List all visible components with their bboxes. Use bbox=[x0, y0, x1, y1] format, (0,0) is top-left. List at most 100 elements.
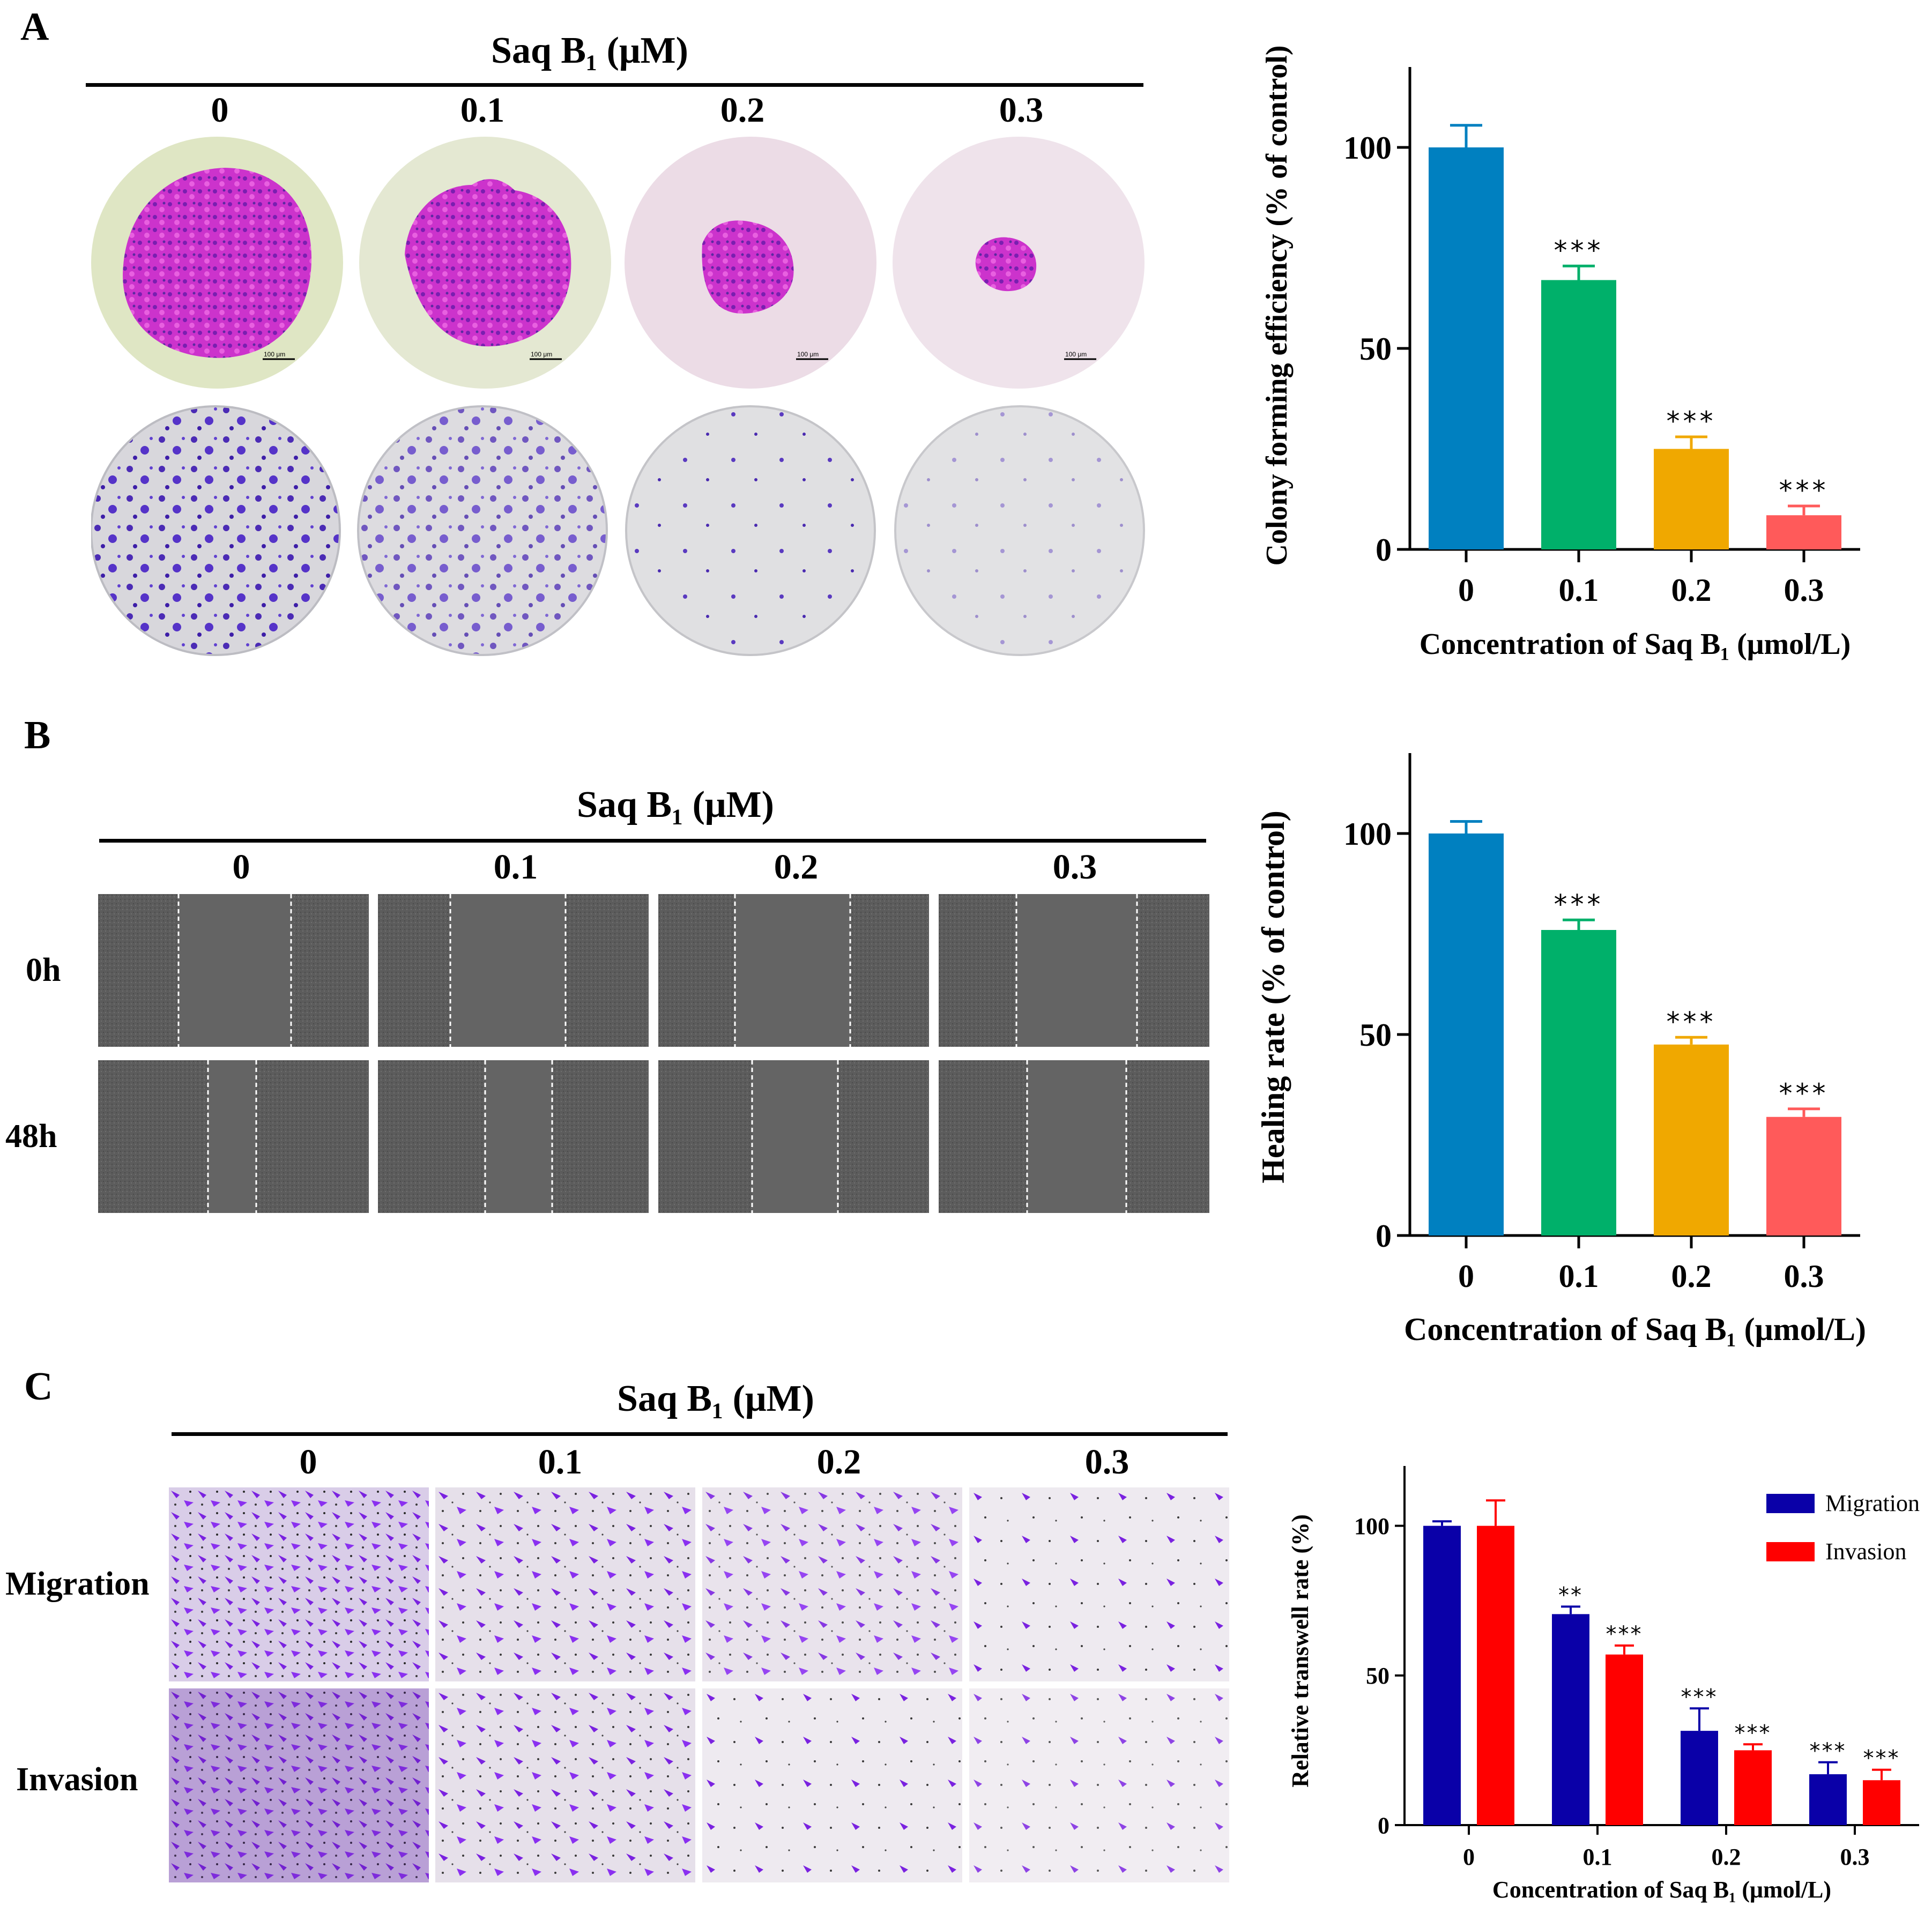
bar bbox=[1863, 1780, 1900, 1825]
plate-0 bbox=[91, 405, 341, 656]
significance-mark: ** bbox=[1558, 1583, 1583, 1607]
bar bbox=[1809, 1774, 1847, 1825]
legend-swatch bbox=[1766, 1542, 1815, 1561]
panel-c-title: Saq B₁ (μM) bbox=[617, 1378, 814, 1419]
transwell-invasion-0 bbox=[169, 1688, 429, 1882]
colony-plates bbox=[91, 405, 1145, 656]
significance-mark: *** bbox=[1554, 889, 1604, 920]
wound-48h-1 bbox=[378, 1060, 649, 1213]
y-axis-label: Colony forming efficiency (% of control) bbox=[1260, 46, 1294, 566]
scale-bar-text: 100 μm bbox=[1065, 351, 1087, 358]
transwell-invasion-2 bbox=[702, 1688, 962, 1882]
row-label-0h: 0h bbox=[26, 952, 61, 988]
significance-mark: *** bbox=[1779, 1078, 1829, 1109]
panel-c-conc-3: 0.3 bbox=[1084, 1442, 1130, 1482]
significance-mark: *** bbox=[1863, 1746, 1900, 1771]
x-axis-label: Concentration of Saq B₁ (μmol/L) bbox=[1404, 1312, 1866, 1347]
panel-a-rule bbox=[86, 83, 1143, 87]
significance-mark: *** bbox=[1779, 475, 1829, 506]
plate-01 bbox=[357, 405, 608, 656]
significance-mark: *** bbox=[1667, 406, 1716, 437]
bar bbox=[1766, 515, 1841, 549]
scale-bar-text: 100 μm bbox=[797, 351, 819, 358]
wound-healing-images bbox=[98, 894, 1209, 1213]
panel-a-conc-1: 0.1 bbox=[460, 91, 505, 130]
colony-micrographs: 100 μm 100 μm 100 μm 100 μm bbox=[91, 137, 1145, 389]
panel-b-rule bbox=[99, 839, 1206, 843]
transwell-invasion-3 bbox=[969, 1688, 1229, 1882]
panel-b-conc-3: 0.3 bbox=[1052, 847, 1097, 887]
panel-c-conc-1: 0.1 bbox=[538, 1442, 583, 1482]
x-tick-label: 0.3 bbox=[1784, 1259, 1824, 1294]
panel-letter-a: A bbox=[20, 5, 49, 49]
panel-a-title: Saq B₁ (μM) bbox=[491, 30, 688, 71]
bar bbox=[1766, 1116, 1841, 1235]
panel-b-conc-1: 0.1 bbox=[493, 847, 538, 887]
x-axis-label: Concentration of Saq B₁ (μmol/L) bbox=[1492, 1877, 1831, 1903]
transwell-images bbox=[169, 1487, 1229, 1882]
chart-colony-efficiency: 0 50 100 0 0.1 *** 0.2 *** 0.3 *** Concentration o… bbox=[1260, 46, 1860, 661]
y-axis-label: Healing rate (% of control) bbox=[1255, 810, 1291, 1183]
bar bbox=[1606, 1654, 1643, 1825]
x-tick-label: 0 bbox=[1458, 572, 1474, 608]
x-tick-label: 0.3 bbox=[1840, 1844, 1870, 1870]
bar bbox=[1552, 1614, 1589, 1825]
panel-letter-c: C bbox=[24, 1365, 53, 1409]
panel-a-conc-0: 0 bbox=[211, 91, 229, 130]
x-axis-label: Concentration of Saq B₁ (μmol/L) bbox=[1420, 628, 1851, 661]
scale-bar-text: 100 μm bbox=[531, 351, 552, 358]
wound-48h-2 bbox=[658, 1060, 929, 1213]
bar bbox=[1477, 1525, 1514, 1825]
significance-mark: *** bbox=[1606, 1622, 1643, 1647]
transwell-migration-2 bbox=[702, 1487, 962, 1681]
x-tick-label: 0.3 bbox=[1784, 572, 1824, 608]
y-tick-label: 0 bbox=[1376, 1218, 1392, 1254]
y-tick-label: 100 bbox=[1343, 130, 1392, 166]
micrograph-0: 100 μm bbox=[91, 137, 343, 389]
transwell-migration-0 bbox=[169, 1487, 429, 1681]
row-label-invasion: Invasion bbox=[16, 1761, 138, 1798]
panel-letter-b: B bbox=[24, 713, 51, 757]
plate-03 bbox=[894, 405, 1145, 656]
panel-c-rule bbox=[172, 1432, 1228, 1436]
panel-b-title: Saq B₁ (μM) bbox=[577, 784, 774, 825]
significance-mark: *** bbox=[1735, 1721, 1772, 1745]
wound-48h-0 bbox=[98, 1060, 369, 1213]
x-tick-label: 0.1 bbox=[1559, 1259, 1599, 1294]
x-tick-label: 0.2 bbox=[1671, 572, 1712, 608]
y-axis-label: Relative transwell rate (%) bbox=[1287, 1514, 1313, 1787]
panel-a-conc-2: 0.2 bbox=[720, 91, 765, 130]
micrograph-03: 100 μm bbox=[893, 137, 1145, 389]
wound-0h-1 bbox=[378, 894, 649, 1047]
bar bbox=[1654, 449, 1729, 549]
panel-c-conc-2: 0.2 bbox=[816, 1442, 861, 1482]
significance-mark: *** bbox=[1667, 1006, 1716, 1037]
micrograph-02: 100 μm bbox=[625, 137, 876, 389]
x-tick-label: 0.2 bbox=[1712, 1844, 1741, 1870]
y-tick-label: 0 bbox=[1378, 1812, 1389, 1838]
row-label-migration: Migration bbox=[5, 1566, 150, 1602]
y-tick-label: 50 bbox=[1359, 1017, 1392, 1053]
scale-bar-text: 100 μm bbox=[264, 351, 285, 358]
bar bbox=[1429, 147, 1504, 549]
wound-0h-0 bbox=[98, 894, 369, 1047]
plate-02 bbox=[625, 405, 876, 656]
y-tick-label: 50 bbox=[1359, 331, 1392, 367]
micrograph-01: 100 μm bbox=[359, 137, 611, 389]
x-tick-label: 0.1 bbox=[1559, 572, 1599, 608]
significance-mark: *** bbox=[1810, 1739, 1847, 1763]
bar bbox=[1541, 930, 1616, 1235]
panel-a-conc-3: 0.3 bbox=[999, 91, 1044, 130]
panel-c-conc-0: 0 bbox=[299, 1442, 317, 1482]
x-tick-label: 0 bbox=[1458, 1259, 1474, 1294]
bar bbox=[1541, 280, 1616, 549]
bar bbox=[1734, 1750, 1772, 1825]
wound-0h-3 bbox=[939, 894, 1209, 1047]
panel-b-conc-0: 0 bbox=[232, 847, 250, 887]
chart-healing-rate: 0 50 100 0 0.1 *** 0.2 *** 0.3 *** Concentration o… bbox=[1255, 753, 1866, 1347]
x-tick-label: 0.2 bbox=[1671, 1259, 1712, 1294]
significance-mark: *** bbox=[1681, 1685, 1718, 1709]
y-tick-label: 50 bbox=[1366, 1663, 1389, 1689]
bar bbox=[1681, 1731, 1718, 1825]
